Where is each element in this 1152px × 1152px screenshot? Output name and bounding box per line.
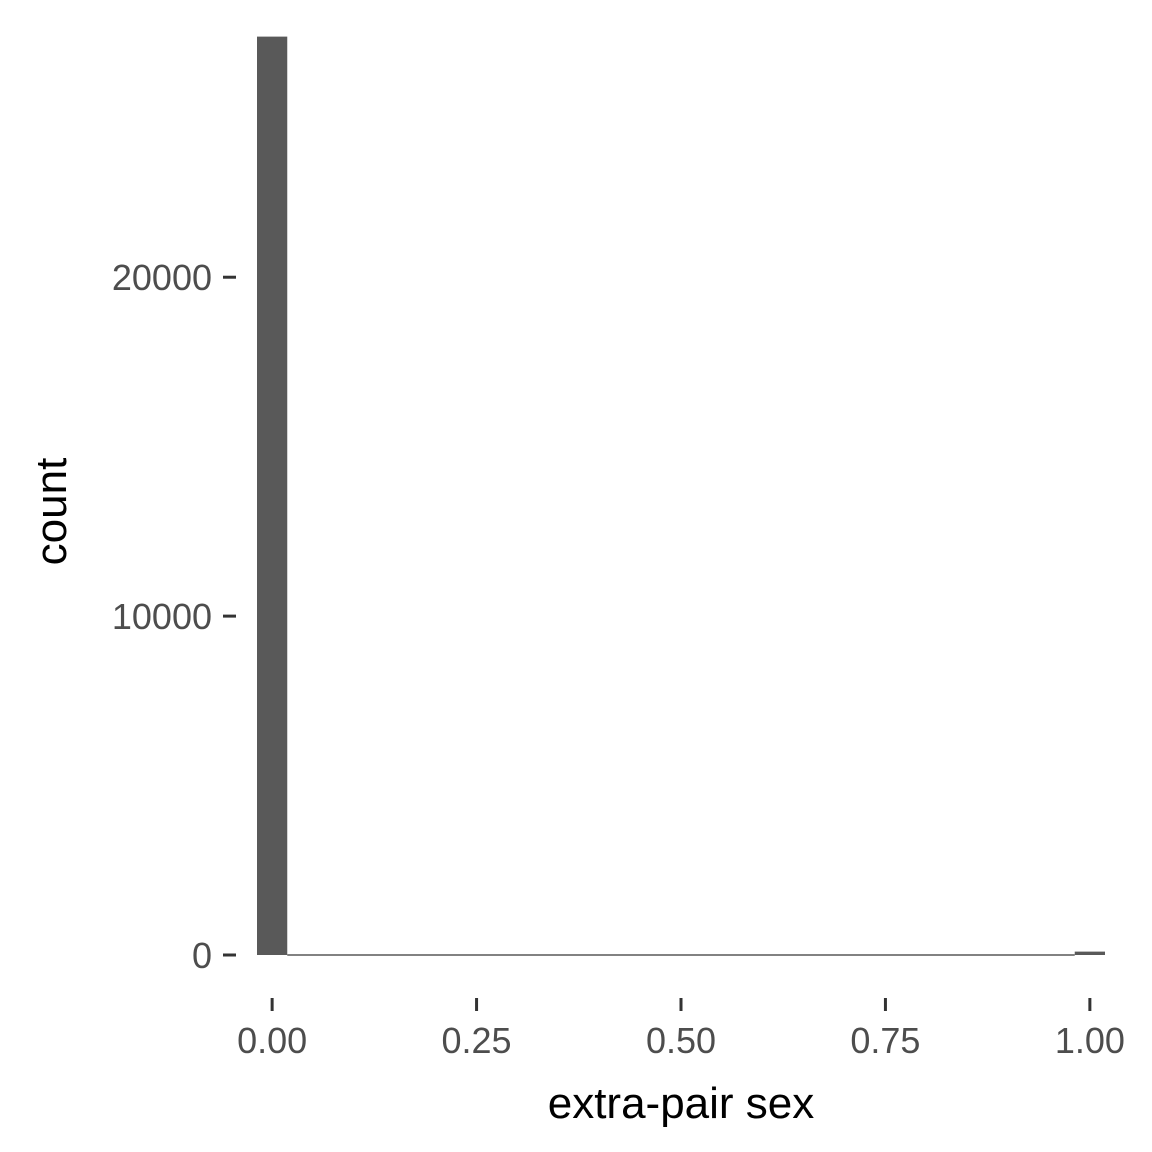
y-axis-title: count <box>27 458 76 566</box>
x-tick-label-0: 0.00 <box>237 1020 307 1061</box>
y-tick-label-2: 20000 <box>112 257 212 298</box>
x-tick-label-3: 0.75 <box>850 1020 920 1061</box>
histogram-bar-0 <box>257 36 288 956</box>
x-axis: 0.00 0.25 0.50 0.75 1.00 <box>237 998 1125 1061</box>
bars-layer <box>257 36 1105 956</box>
y-tick-label-1: 10000 <box>112 596 212 637</box>
y-axis: 0 10000 20000 <box>112 257 236 976</box>
x-tick-label-1: 0.25 <box>442 1020 512 1061</box>
x-tick-label-2: 0.50 <box>646 1020 716 1061</box>
y-tick-label-0: 0 <box>192 935 212 976</box>
x-axis-title: extra-pair sex <box>548 1079 815 1128</box>
x-tick-label-4: 1.00 <box>1055 1020 1125 1061</box>
histogram-bar-1 <box>1074 951 1105 955</box>
